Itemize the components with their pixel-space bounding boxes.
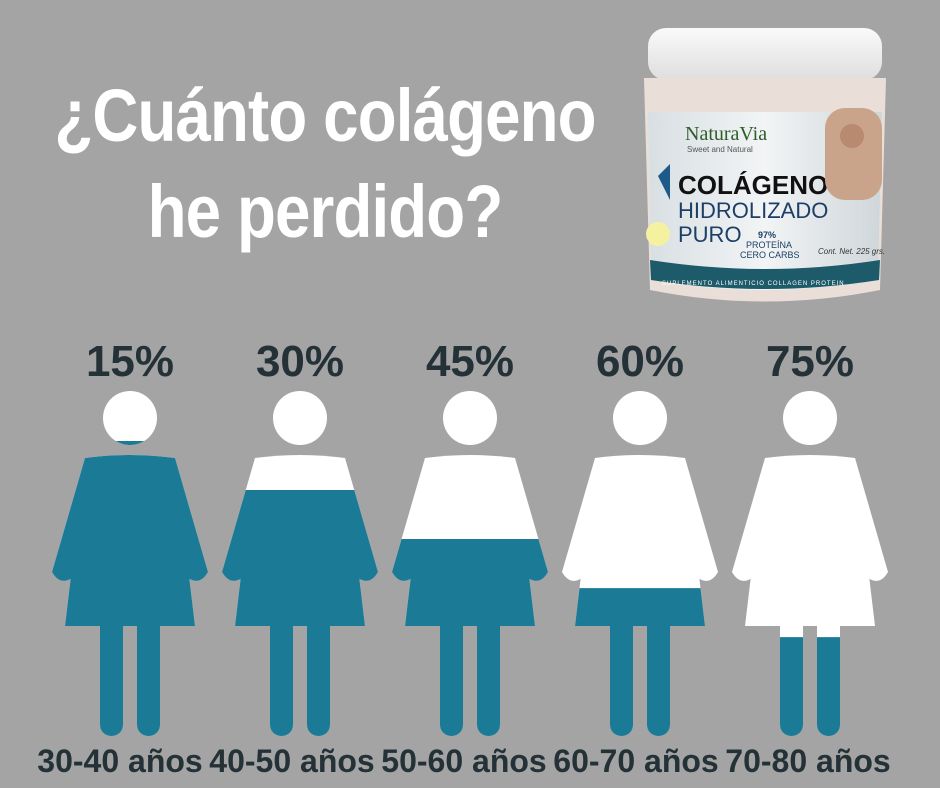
product-name-2: HIDROLIZADO: [678, 198, 828, 223]
remaining-portion: [780, 637, 840, 736]
lost-portion: [562, 391, 718, 736]
product-name-1: COLÁGENO: [678, 170, 828, 200]
age-label: 50-60 años: [381, 743, 546, 779]
age-label: 60-70 años: [553, 743, 718, 779]
product-protein-label: PROTEÍNA: [746, 240, 792, 250]
product-protein: 97%: [758, 230, 776, 240]
lost-portion: [732, 391, 888, 736]
remaining-portion: [52, 441, 208, 736]
remaining-portion: [222, 490, 378, 736]
age-label: 30-40 años: [37, 743, 202, 779]
figure-3: [392, 391, 548, 736]
figure-5: [732, 391, 888, 736]
product-net-weight: Cont. Net. 225 grs.: [818, 247, 885, 256]
age-label: 70-80 años: [725, 743, 890, 779]
product-brand: NaturaVia: [685, 123, 767, 145]
percent-label: 30%: [256, 337, 344, 386]
headline-line-2: he perdido?: [147, 170, 504, 253]
remaining-portion: [392, 539, 548, 736]
age-label: 40-50 años: [209, 743, 374, 779]
figure-2: [222, 391, 378, 736]
headline-line-1: ¿Cuánto colágeno: [54, 74, 596, 157]
product-band-text: SUPLEMENTO ALIMENTICIO COLLAGEN PROTEIN: [662, 281, 845, 287]
product-tagline: Sweet and Natural: [687, 145, 753, 154]
figure-4: [562, 391, 718, 736]
percent-label: 60%: [596, 337, 684, 386]
percent-label: 45%: [426, 337, 514, 386]
figure-1: [52, 391, 208, 736]
product-carbs: CERO CARBS: [740, 250, 800, 260]
product-name-3: PURO: [678, 222, 742, 247]
remaining-portion: [575, 588, 705, 736]
headline: ¿Cuánto colágeno he perdido?: [46, 68, 605, 260]
percent-label: 75%: [766, 337, 854, 386]
percent-label: 15%: [86, 337, 174, 386]
product-jar-image: SUPLEMENTO ALIMENTICIO COLLAGEN PROTEIN …: [644, 28, 886, 302]
